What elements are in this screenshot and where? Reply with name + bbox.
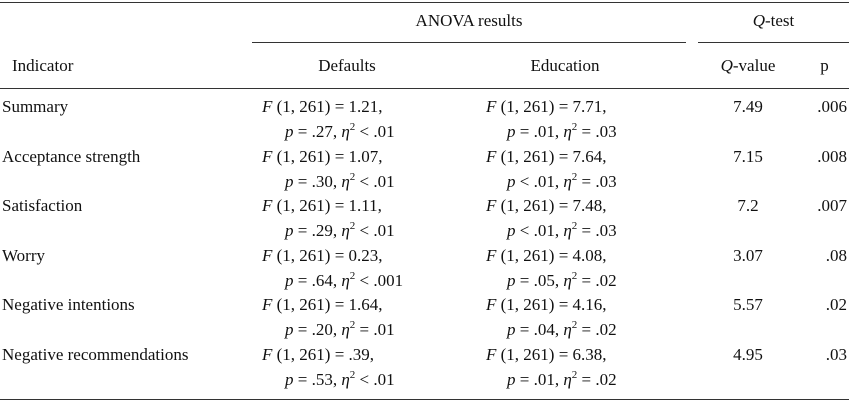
pval-cell: .08 — [825, 245, 847, 265]
defaults-f-line: F (1, 261) = 1.64, — [262, 295, 383, 315]
indicator-cell: Summary — [2, 97, 69, 116]
education-p-line: p < .01, η2 = .03 — [507, 220, 617, 241]
indicator-cell: Satisfaction — [2, 196, 83, 216]
defaults-p-line: p = .27, η2 < .01 — [285, 121, 395, 142]
indicator-cell: Negative intentions — [2, 295, 135, 315]
defaults-f-line: F (1, 261) = 1.07, — [262, 146, 383, 166]
indicator-cell: Acceptance strength — [2, 146, 141, 166]
education-f-line: F (1, 261) = 4.08, — [486, 245, 607, 265]
anova-group-rule — [252, 42, 686, 43]
defaults-f-line: F (1, 261) = 0.23, — [262, 245, 383, 265]
defaults-p-line: p = .53, η2 < .01 — [285, 369, 395, 390]
qvalue-cell: 7.15 — [733, 146, 763, 166]
bottom-rule — [0, 399, 849, 400]
education-p-line: p = .01, η2 = .03 — [507, 121, 617, 142]
education-p-line: p = .04, η2 = .02 — [507, 319, 617, 340]
defaults-p-line: p = .29, η2 < .01 — [285, 220, 395, 241]
pval-cell: .007 — [817, 196, 847, 216]
education-p-line: p = .01, η2 = .02 — [507, 369, 617, 390]
defaults-p-line: p = .20, η2 = .01 — [285, 319, 395, 340]
education-p-line: p < .01, η2 = .03 — [507, 170, 617, 191]
education-f-line: F (1, 261) = 6.38, — [486, 345, 607, 364]
pval-cell: .02 — [825, 295, 847, 315]
education-p-line: p = .05, η2 = .02 — [507, 269, 617, 290]
qvalue-cell: 4.95 — [733, 345, 763, 364]
qvalue-column-header: Q-value — [720, 56, 776, 75]
pval-cell: .008 — [817, 146, 847, 166]
top-rule — [0, 2, 849, 3]
education-f-line: F (1, 261) = 7.48, — [486, 196, 607, 216]
education-f-line: F (1, 261) = 7.64, — [486, 146, 607, 166]
education-f-line: F (1, 261) = 4.16, — [486, 295, 607, 315]
defaults-p-line: p = .30, η2 < .01 — [285, 170, 395, 191]
pval-cell: .006 — [817, 97, 847, 116]
qvalue-cell: 7.2 — [737, 196, 759, 216]
qtest-group-rule — [698, 42, 849, 43]
defaults-f-line: F (1, 261) = 1.11, — [262, 196, 382, 216]
education-f-line: F (1, 261) = 7.71, — [486, 97, 607, 116]
qvalue-cell: 7.49 — [733, 97, 763, 116]
qvalue-cell: 5.57 — [733, 295, 763, 315]
header-bottom-rule — [0, 88, 849, 89]
qtest-group-header: Q-test — [752, 11, 795, 30]
anova-group-header: ANOVA results — [415, 11, 523, 30]
pval-cell: .03 — [825, 345, 847, 364]
defaults-f-line: F (1, 261) = 1.21, — [262, 97, 383, 116]
education-column-header: Education — [530, 56, 600, 75]
defaults-column-header: Defaults — [318, 56, 376, 75]
defaults-p-line: p = .64, η2 < .001 — [285, 269, 404, 290]
qvalue-cell: 3.07 — [733, 245, 763, 265]
p-column-header: p — [820, 56, 829, 75]
indicator-cell: Worry — [2, 245, 46, 265]
indicator-column-header: Indicator — [12, 56, 74, 75]
indicator-cell: Negative recommendations — [2, 345, 189, 364]
defaults-f-line: F (1, 261) = .39, — [262, 345, 375, 364]
